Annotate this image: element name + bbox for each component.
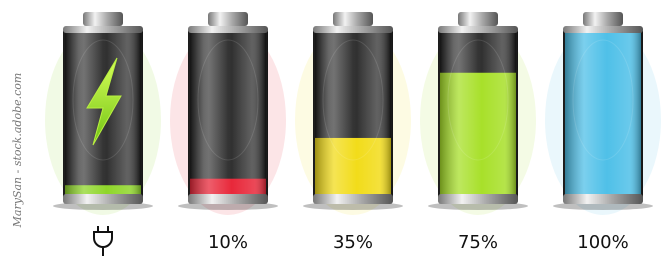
bottom-ring bbox=[563, 194, 643, 204]
top-ring bbox=[563, 26, 643, 33]
watermark: MarySan - stock.adobe.com bbox=[11, 73, 24, 229]
battery bbox=[170, 12, 286, 215]
gloss bbox=[190, 32, 266, 195]
level-label: 75% bbox=[458, 232, 498, 253]
top-ring bbox=[188, 26, 268, 33]
gloss bbox=[315, 32, 391, 195]
battery bbox=[295, 12, 411, 215]
page: {"watermark": "MarySan - stock.adobe.com… bbox=[0, 0, 664, 264]
bottom-ring bbox=[438, 194, 518, 204]
top-ring bbox=[313, 26, 393, 33]
top-ring bbox=[63, 26, 143, 33]
battery bbox=[45, 12, 161, 215]
gloss bbox=[440, 32, 516, 195]
gloss bbox=[565, 32, 641, 195]
bottom-ring bbox=[63, 194, 143, 204]
battery-cap bbox=[83, 12, 123, 26]
level-label: 10% bbox=[208, 232, 248, 253]
battery-cap bbox=[208, 12, 248, 26]
battery-cap bbox=[583, 12, 623, 26]
level-label: 100% bbox=[577, 232, 628, 253]
level-label: 35% bbox=[333, 232, 373, 253]
battery bbox=[545, 12, 661, 215]
top-ring bbox=[438, 26, 518, 33]
battery-cap bbox=[333, 12, 373, 26]
bottom-ring bbox=[188, 194, 268, 204]
battery bbox=[420, 12, 536, 215]
bottom-ring bbox=[313, 194, 393, 204]
plug-icon bbox=[94, 226, 112, 256]
battery-cap bbox=[458, 12, 498, 26]
battery-illustration: MarySan - stock.adobe.com 10% 35% 75% 100% bbox=[0, 0, 664, 264]
